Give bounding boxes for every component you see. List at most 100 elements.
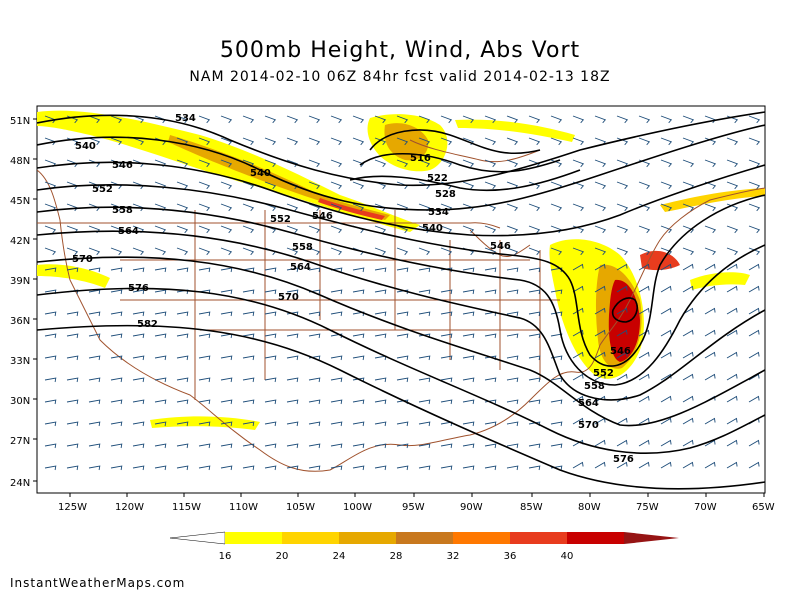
wind-barb: [220, 289, 233, 295]
wind-barb: [110, 377, 123, 383]
wind-barb: [726, 417, 738, 425]
wind-barb: [198, 421, 211, 427]
wind-barb: [44, 225, 57, 234]
wind-barb: [220, 137, 233, 146]
wind-barb: [110, 355, 123, 361]
wind-barb: [220, 311, 233, 317]
label-552-c: 552: [593, 368, 614, 379]
wind-barb: [550, 267, 563, 273]
wind-barb: [264, 137, 277, 146]
label-570: 570: [72, 254, 93, 265]
wind-barb: [198, 203, 211, 212]
wind-barb: [242, 203, 255, 212]
wind-barb: [44, 355, 57, 361]
wind-barb: [594, 159, 607, 168]
wind-barb: [484, 137, 497, 146]
wind-barb: [198, 115, 211, 124]
label-582: 582: [137, 319, 158, 330]
wind-barb: [352, 115, 365, 124]
wind-barb: [462, 159, 475, 168]
lat-33n: 33N: [10, 356, 30, 367]
wind-barb: [528, 159, 541, 168]
wind-barb: [440, 465, 453, 471]
wind-barb: [726, 225, 739, 234]
lat-42n: 42N: [10, 236, 30, 247]
wind-barb: [110, 311, 123, 317]
wind-barb: [418, 137, 431, 146]
wind-barb: [528, 181, 541, 190]
wind-barb: [418, 311, 431, 317]
wind-barb: [198, 225, 211, 234]
wind-barb: [704, 203, 717, 212]
wind-barb: [704, 373, 716, 381]
wind-barb: [242, 421, 255, 427]
lat-48n: 48N: [10, 156, 30, 167]
label-516: 516: [410, 153, 431, 164]
label-570-b: 570: [278, 292, 299, 303]
wind-barb: [374, 225, 387, 234]
wind-barb: [704, 307, 716, 315]
wind-barb: [176, 377, 189, 383]
wind-barb: [638, 137, 651, 146]
wind-barb: [462, 421, 475, 427]
legend-value-label: 36: [504, 551, 517, 562]
lat-36n: 36N: [10, 316, 30, 327]
wind-barb: [462, 333, 475, 339]
wind-barb: [550, 115, 563, 124]
wind-barb: [396, 137, 409, 146]
wind-barb: [352, 355, 365, 361]
legend-value-label: 32: [447, 551, 460, 562]
wind-barb: [594, 247, 607, 256]
wind-barb: [418, 289, 431, 295]
longitude-labels: 125W 120W 115W 110W 105W 100W 95W 90W 85…: [58, 502, 775, 513]
wind-barb: [748, 373, 760, 381]
wind-barb: [484, 267, 497, 273]
wind-barb: [176, 399, 189, 405]
wind-barb: [726, 263, 738, 271]
wind-barb: [110, 267, 123, 273]
wind-barb: [110, 333, 123, 339]
wind-barb: [220, 181, 233, 190]
wind-barb: [726, 285, 738, 293]
legend-bar: [169, 531, 679, 545]
wind-barb: [572, 159, 585, 168]
wind-barb: [572, 285, 584, 293]
wind-barb: [176, 181, 189, 190]
wind-barb: [660, 417, 672, 425]
wind-barb: [704, 225, 717, 234]
wind-barb: [286, 137, 299, 146]
wind-barb: [396, 115, 409, 124]
wind-barb: [528, 115, 541, 124]
contour-558: [37, 206, 765, 386]
wind-barb: [638, 285, 650, 293]
wind-barb: [308, 267, 321, 273]
legend-labels: 16 20 24 28 32 36 40: [219, 551, 574, 562]
wind-barb: [682, 307, 694, 315]
wind-barb: [286, 289, 299, 295]
wind-barb: [132, 267, 145, 273]
wind-barb: [748, 307, 760, 315]
wind-barb: [506, 203, 519, 212]
wind-barb: [330, 159, 343, 168]
wind-barb: [748, 137, 761, 146]
wind-barb: [110, 247, 123, 256]
wind-barb: [462, 181, 475, 190]
wind-barb: [264, 421, 277, 427]
wind-barb: [110, 137, 123, 146]
wind-barb: [308, 159, 321, 168]
contour-552: [37, 184, 765, 367]
wind-barb: [440, 225, 453, 234]
lon-65w: 65W: [752, 502, 775, 513]
wind-barb: [616, 247, 629, 256]
latitude-labels: 51N 48N 45N 42N 39N 36N 33N 30N 27N 24N: [10, 116, 30, 489]
wind-barb: [660, 159, 673, 168]
us-canada-border: [37, 222, 501, 229]
wind-barb: [286, 333, 299, 339]
label-534-b: 534: [428, 207, 449, 218]
wind-barb: [286, 355, 299, 361]
wind-barb: [330, 443, 343, 449]
wind-barb: [220, 377, 233, 383]
legend-value-label: 40: [561, 551, 574, 562]
wind-barb: [704, 263, 716, 271]
